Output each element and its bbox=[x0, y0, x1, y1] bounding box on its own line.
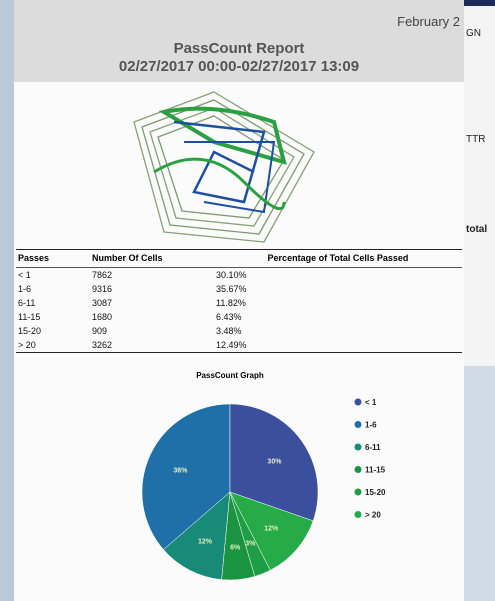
legend-swatch bbox=[355, 399, 362, 406]
side-panel: GN TTR total bbox=[464, 0, 495, 366]
legend-label: 6-11 bbox=[365, 443, 381, 452]
slice-label: 3% bbox=[245, 541, 256, 548]
pie-chart: PassCount Graph 36% 12% 6% 3% 12% 30% < 1 1-6 6-… bbox=[14, 366, 464, 601]
legend-swatch bbox=[355, 421, 362, 428]
legend-label: 1-6 bbox=[365, 421, 377, 430]
map-image bbox=[14, 82, 464, 252]
legend-swatch bbox=[355, 466, 362, 473]
slice-label: 12% bbox=[264, 526, 279, 533]
slice-label: 6% bbox=[230, 544, 241, 551]
table-cell: 3262 bbox=[90, 338, 214, 353]
side-label: GN bbox=[466, 28, 481, 39]
table-cell: 11.82% bbox=[214, 296, 462, 310]
report-header: February 2 PassCount Report 02/27/2017 0… bbox=[14, 0, 464, 82]
legend-swatch bbox=[355, 444, 362, 451]
table-cell: 15-20 bbox=[16, 324, 90, 338]
legend-swatch bbox=[355, 489, 362, 496]
table-cell: 1-6 bbox=[16, 282, 90, 296]
table-cell: 9316 bbox=[90, 282, 214, 296]
legend-swatch bbox=[355, 511, 362, 518]
column-header: Percentage of Total Cells Passed bbox=[214, 250, 462, 268]
screenshot: GN TTR total February 2 PassCount Report… bbox=[0, 0, 495, 601]
column-header: Passes bbox=[16, 250, 90, 268]
table-cell: 3.48% bbox=[214, 324, 462, 338]
report-page: February 2 PassCount Report 02/27/2017 0… bbox=[14, 0, 464, 601]
table-cell: 1680 bbox=[90, 310, 214, 324]
report-title: PassCount Report bbox=[14, 40, 464, 57]
legend-label: < 1 bbox=[365, 398, 377, 407]
legend-label: 11-15 bbox=[365, 466, 386, 475]
side-label: TTR bbox=[466, 134, 485, 145]
slice-label: 12% bbox=[198, 538, 213, 545]
slice-label: 36% bbox=[173, 467, 188, 474]
table-cell: 7862 bbox=[90, 268, 214, 283]
slice-label: 30% bbox=[267, 458, 282, 465]
legend-label: > 20 bbox=[365, 511, 381, 520]
chart-title: PassCount Graph bbox=[196, 371, 264, 380]
table-cell: > 20 bbox=[16, 338, 90, 353]
table-cell: 6-11 bbox=[16, 296, 90, 310]
report-range: 02/27/2017 00:00-02/27/2017 13:09 bbox=[14, 58, 464, 75]
print-date: February 2 bbox=[397, 14, 460, 29]
table-cell: 6.43% bbox=[214, 310, 462, 324]
legend-label: 15-20 bbox=[365, 488, 386, 497]
table-cell: 11-15 bbox=[16, 310, 90, 324]
side-window: GN TTR total bbox=[464, 0, 495, 601]
table-cell: 3087 bbox=[90, 296, 214, 310]
side-label: total bbox=[466, 224, 487, 235]
table-cell: 909 bbox=[90, 324, 214, 338]
table-cell: < 1 bbox=[16, 268, 90, 283]
table-cell: 30.10% bbox=[214, 268, 462, 283]
table-cell: 12.49% bbox=[214, 338, 462, 353]
column-header: Number Of Cells bbox=[90, 250, 214, 268]
table-cell: 35.67% bbox=[214, 282, 462, 296]
